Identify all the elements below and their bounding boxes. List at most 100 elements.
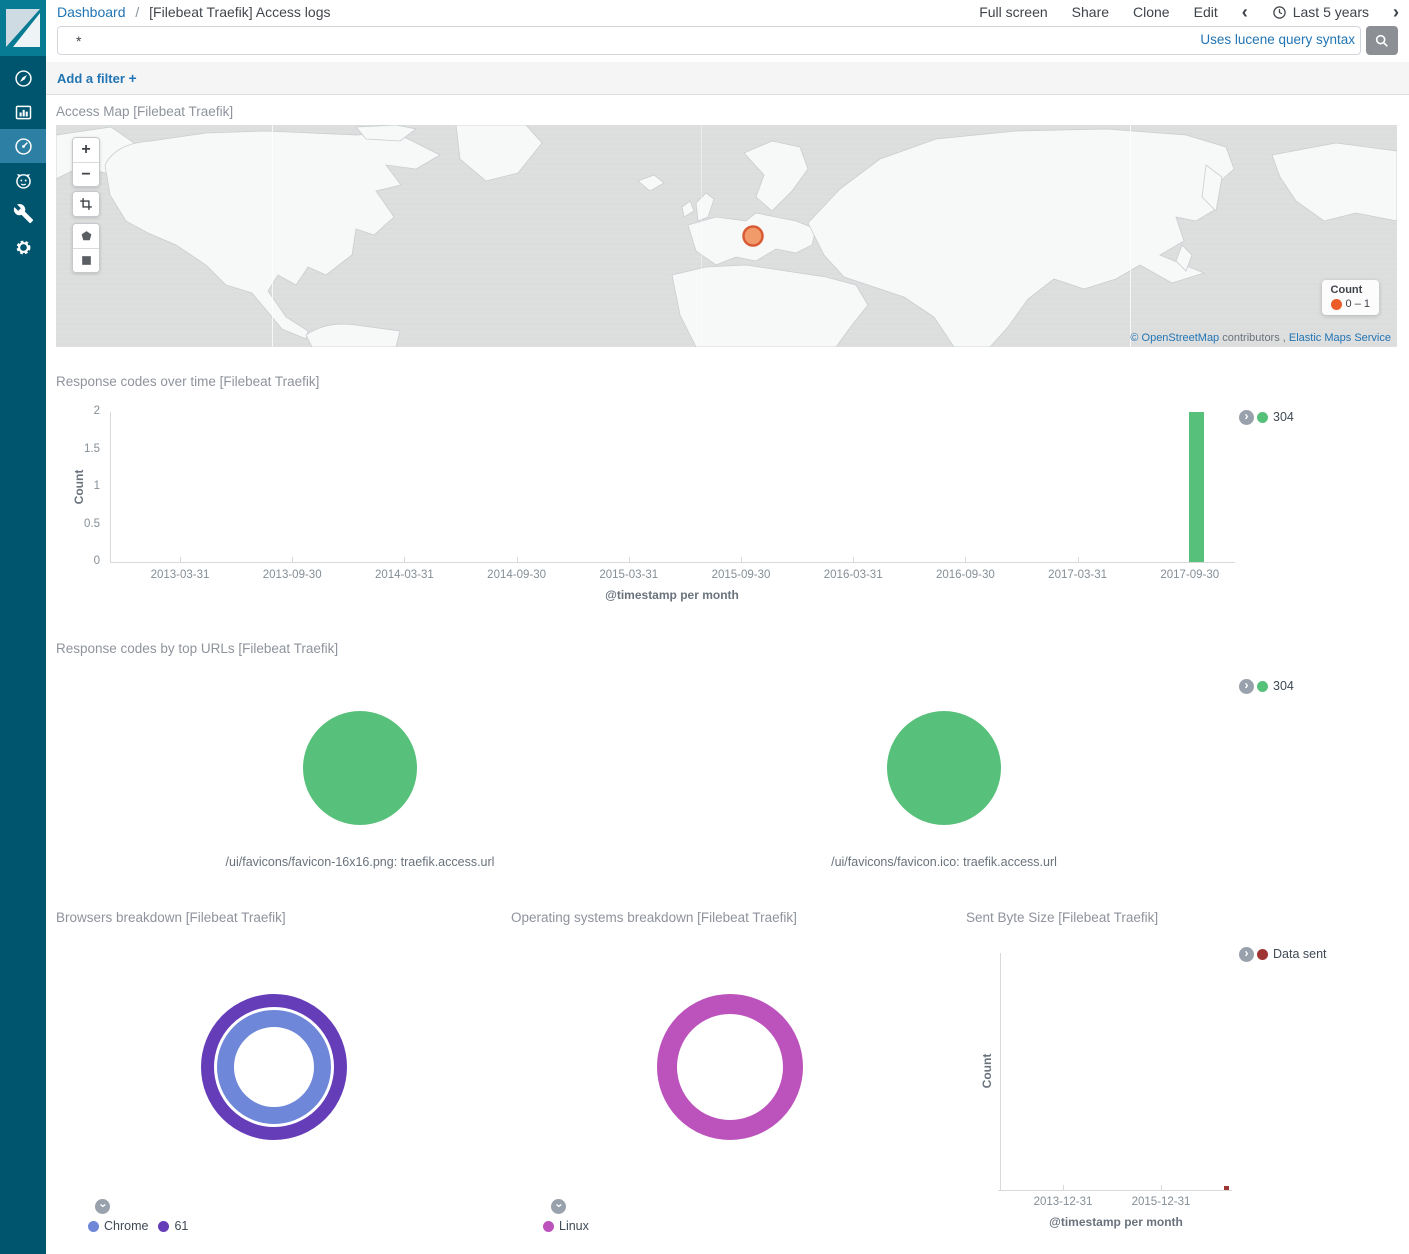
panel-title-response-over-time: Response codes over time [Filebeat Traef… bbox=[56, 374, 320, 389]
map-legend-range: 0 – 1 bbox=[1345, 298, 1370, 310]
legend-label: 61 bbox=[174, 1219, 189, 1233]
legend-toggle-icon[interactable]: › bbox=[1239, 947, 1254, 962]
map-legend-title: Count bbox=[1330, 284, 1363, 296]
legend-toggle-icon[interactable]: › bbox=[95, 1199, 110, 1214]
x-tick-label: 2017-03-31 bbox=[1048, 569, 1107, 581]
legend-item-data-sent[interactable]: Data sent bbox=[1257, 947, 1327, 961]
y-axis-line bbox=[110, 412, 111, 562]
map-zoom-controls: + − bbox=[72, 137, 100, 187]
legend-toggle-icon[interactable]: › bbox=[1239, 410, 1254, 425]
world-map bbox=[56, 125, 1397, 347]
full-screen-button[interactable]: Full screen bbox=[979, 4, 1048, 20]
map-zoom-out-button[interactable]: − bbox=[73, 162, 99, 186]
legend-label: Chrome bbox=[104, 1219, 149, 1233]
legend-dot bbox=[1257, 948, 1268, 960]
query-input[interactable] bbox=[57, 26, 1361, 55]
map-zoom-in-button[interactable]: + bbox=[73, 138, 99, 162]
legend-dot bbox=[158, 1220, 170, 1232]
browsers-donut-inner-ring[interactable] bbox=[217, 1010, 331, 1124]
legend-toggle-icon[interactable]: › bbox=[1239, 679, 1254, 694]
sidebar-item-visualize[interactable] bbox=[0, 95, 46, 129]
pie-label: /ui/favicons/favicon-16x16.png: traefik.… bbox=[225, 855, 495, 869]
osm-link[interactable]: © OpenStreetMap bbox=[1130, 332, 1220, 344]
search-icon bbox=[1375, 34, 1388, 47]
y-axis-title: Count bbox=[980, 1053, 994, 1089]
draw-polygon-button[interactable] bbox=[73, 224, 99, 248]
lucene-syntax-link[interactable]: Uses lucene query syntax bbox=[1200, 32, 1355, 47]
query-submit-button[interactable] bbox=[1366, 26, 1398, 55]
plus-icon: + bbox=[128, 70, 137, 86]
panel-title-browsers: Browsers breakdown [Filebeat Traefik] bbox=[56, 910, 286, 925]
legend-toggle-icon[interactable]: › bbox=[551, 1199, 566, 1214]
breadcrumb: Dashboard / [Filebeat Traefik] Access lo… bbox=[57, 4, 330, 20]
filter-bar: Add a filter + bbox=[46, 62, 1409, 95]
kibana-logo[interactable] bbox=[0, 0, 46, 56]
legend-item-304[interactable]: 304 bbox=[1257, 410, 1294, 424]
map-legend: Count 0 – 1 bbox=[1321, 280, 1379, 315]
x-axis-title: @timestamp per month bbox=[605, 588, 739, 602]
x-tick-label: 2015-12-31 bbox=[1131, 1196, 1191, 1208]
breadcrumb-current: [Filebeat Traefik] Access logs bbox=[149, 4, 331, 20]
share-button[interactable]: Share bbox=[1071, 4, 1110, 20]
sidebar-item-management[interactable] bbox=[0, 230, 46, 264]
add-filter-label: Add a filter bbox=[57, 71, 125, 86]
legend-dot bbox=[543, 1220, 554, 1232]
time-picker-button[interactable]: Last 5 years bbox=[1272, 4, 1369, 20]
global-nav-sidebar bbox=[0, 0, 46, 1254]
x-axis-line bbox=[998, 1190, 1232, 1191]
sidebar-item-timelion[interactable] bbox=[0, 163, 46, 197]
access-map[interactable]: + − Count 0 – 1 © OpenStreetMap con bbox=[56, 125, 1397, 347]
x-tick-label: 2013-12-31 bbox=[1033, 1196, 1093, 1208]
map-fit-control bbox=[72, 191, 100, 217]
bar-304-2017-09-30[interactable] bbox=[1188, 412, 1204, 562]
browsers-legend: Chrome 61 bbox=[88, 1219, 188, 1233]
sidebar-item-dev-tools[interactable] bbox=[0, 196, 46, 230]
pie-chart-favicon-ico[interactable] bbox=[887, 711, 1001, 825]
pie-label: /ui/favicons/favicon.ico: traefik.access… bbox=[831, 855, 1057, 869]
timelion-icon bbox=[15, 173, 31, 189]
x-tick-mark bbox=[180, 557, 181, 562]
map-attribution: © OpenStreetMap contributors , Elastic M… bbox=[1130, 332, 1391, 344]
y-tick-label: 0.5 bbox=[84, 517, 100, 530]
draw-rectangle-button[interactable] bbox=[73, 248, 99, 272]
y-tick-label: 1.5 bbox=[84, 442, 100, 455]
os-donut-ring[interactable] bbox=[657, 994, 803, 1140]
breadcrumb-separator: / bbox=[135, 4, 140, 20]
panel-title-os: Operating systems breakdown [Filebeat Tr… bbox=[511, 910, 797, 925]
legend-label: Data sent bbox=[1273, 947, 1327, 961]
time-prev-button[interactable]: ‹ bbox=[1241, 2, 1248, 22]
sidebar-item-dashboard[interactable] bbox=[0, 129, 46, 163]
pie-chart-favicon-16[interactable] bbox=[303, 711, 417, 825]
dashboard-top-nav: Full screen Share Clone Edit ‹ Last 5 ye… bbox=[979, 2, 1399, 22]
map-fit-bounds-button[interactable] bbox=[73, 192, 99, 216]
legend-item-linux[interactable]: Linux bbox=[543, 1219, 589, 1233]
x-tick-mark bbox=[1077, 557, 1079, 562]
ems-link[interactable]: Elastic Maps Service bbox=[1288, 332, 1391, 344]
map-legend-dot bbox=[1330, 298, 1342, 310]
x-tick-mark bbox=[516, 557, 518, 562]
x-tick-label: 2013-09-30 bbox=[262, 569, 322, 581]
x-tick-mark bbox=[1161, 1185, 1162, 1190]
breadcrumb-dashboard-link[interactable]: Dashboard bbox=[57, 4, 126, 20]
legend-item-61[interactable]: 61 bbox=[158, 1219, 188, 1233]
x-tick-mark bbox=[853, 557, 855, 562]
x-tick-mark bbox=[628, 557, 630, 562]
x-axis-line bbox=[110, 562, 1235, 563]
legend-item-304[interactable]: 304 bbox=[1257, 679, 1294, 693]
sidebar-item-discover[interactable] bbox=[0, 61, 46, 95]
wrench-icon bbox=[13, 203, 33, 223]
map-marker[interactable] bbox=[733, 216, 773, 256]
time-next-button[interactable]: › bbox=[1393, 2, 1399, 22]
legend-item-chrome[interactable]: Chrome bbox=[88, 1219, 148, 1233]
map-gridline bbox=[272, 125, 273, 347]
x-tick-label: 2014-03-31 bbox=[374, 569, 434, 581]
bar-data-sent[interactable] bbox=[1223, 1185, 1229, 1190]
time-picker-label: Last 5 years bbox=[1292, 4, 1369, 20]
browsers-donut-outer-ring[interactable] bbox=[201, 994, 347, 1140]
os-legend: Linux bbox=[543, 1219, 589, 1233]
legend-dot bbox=[1257, 411, 1268, 423]
clone-button[interactable]: Clone bbox=[1133, 4, 1170, 20]
add-filter-link[interactable]: Add a filter + bbox=[57, 70, 137, 86]
edit-button[interactable]: Edit bbox=[1193, 4, 1218, 20]
